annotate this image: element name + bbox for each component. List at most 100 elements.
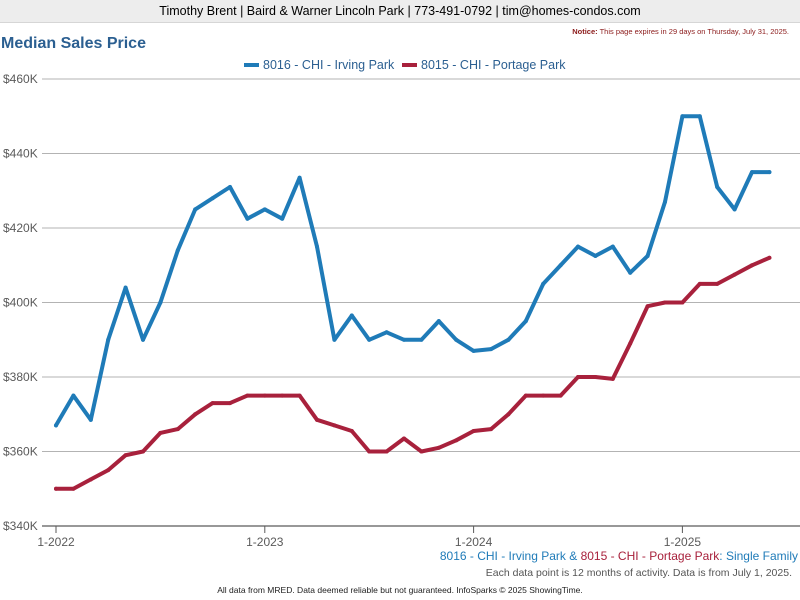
data-point-series-2[interactable] — [767, 255, 772, 260]
data-point-series-1[interactable] — [384, 330, 389, 335]
expiry-notice: Notice: This page expires in 29 days on … — [572, 27, 789, 36]
data-point-series-1[interactable] — [697, 114, 702, 119]
data-point-series-1[interactable] — [262, 207, 267, 212]
data-point-series-2[interactable] — [262, 393, 267, 398]
data-point-series-2[interactable] — [680, 300, 685, 305]
data-point-series-1[interactable] — [141, 337, 145, 342]
data-point-series-2[interactable] — [123, 453, 128, 458]
data-point-series-1[interactable] — [419, 337, 424, 342]
data-point-series-1[interactable] — [402, 337, 406, 342]
y-tick-label: $340K — [3, 519, 38, 533]
data-point-series-1[interactable] — [576, 244, 580, 249]
data-point-series-2[interactable] — [523, 393, 528, 398]
data-point-series-1[interactable] — [732, 207, 737, 212]
data-point-series-2[interactable] — [54, 486, 58, 491]
data-point-series-1[interactable] — [349, 313, 354, 318]
data-point-series-2[interactable] — [506, 412, 511, 417]
data-point-series-2[interactable] — [663, 300, 667, 305]
series-caption-1: 8016 - CHI - Irving Park — [439, 549, 566, 563]
data-point-series-1[interactable] — [715, 185, 720, 190]
data-point-series-1[interactable] — [245, 216, 250, 221]
series-caption: 8016 - CHI - Irving Park & 8015 - CHI - … — [440, 549, 798, 563]
data-point-series-2[interactable] — [315, 417, 319, 422]
data-point-series-2[interactable] — [750, 263, 754, 268]
data-point-series-2[interactable] — [454, 438, 459, 443]
data-point-series-1[interactable] — [280, 216, 285, 221]
data-point-series-1[interactable] — [663, 199, 667, 204]
data-point-series-1[interactable] — [645, 253, 650, 258]
chart-title: Median Sales Price — [1, 35, 146, 52]
data-point-series-2[interactable] — [697, 281, 702, 286]
data-point-series-1[interactable] — [489, 347, 493, 352]
data-point-series-2[interactable] — [228, 401, 232, 406]
data-point-series-1[interactable] — [593, 253, 598, 258]
notice-label: Notice: — [572, 27, 598, 36]
data-point-series-1[interactable] — [315, 244, 319, 249]
data-point-series-2[interactable] — [402, 436, 406, 441]
data-point-series-1[interactable] — [471, 348, 476, 353]
data-point-series-1[interactable] — [506, 337, 511, 342]
data-point-series-2[interactable] — [419, 449, 424, 454]
data-point-series-2[interactable] — [715, 281, 720, 286]
data-point-series-2[interactable] — [280, 393, 285, 398]
data-point-series-1[interactable] — [541, 281, 546, 286]
data-point-series-2[interactable] — [489, 427, 493, 432]
data-point-series-1[interactable] — [123, 285, 128, 290]
data-point-series-1[interactable] — [88, 417, 93, 422]
data-point-series-1[interactable] — [628, 270, 633, 275]
data-point-series-1[interactable] — [750, 170, 754, 175]
data-note: Each data point is 12 months of activity… — [485, 567, 792, 579]
data-point-series-2[interactable] — [349, 429, 354, 434]
data-point-series-2[interactable] — [732, 272, 737, 277]
data-point-series-1[interactable] — [367, 337, 372, 342]
data-point-series-2[interactable] — [88, 477, 93, 482]
data-point-series-2[interactable] — [245, 393, 250, 398]
data-point-series-2[interactable] — [541, 393, 546, 398]
data-point-series-2[interactable] — [436, 445, 441, 450]
data-point-series-2[interactable] — [332, 423, 337, 428]
data-point-series-2[interactable] — [367, 449, 372, 454]
data-point-series-2[interactable] — [384, 449, 389, 454]
data-point-series-2[interactable] — [71, 486, 76, 491]
legend-label-series-1[interactable]: 8016 - CHI - Irving Park — [263, 58, 395, 72]
data-point-series-2[interactable] — [593, 375, 598, 379]
data-point-series-1[interactable] — [680, 114, 685, 119]
data-point-series-1[interactable] — [193, 207, 198, 212]
data-point-series-1[interactable] — [228, 185, 232, 190]
data-point-series-1[interactable] — [558, 263, 563, 268]
data-point-series-2[interactable] — [158, 430, 163, 435]
data-point-series-2[interactable] — [193, 412, 198, 417]
data-point-series-1[interactable] — [158, 300, 163, 305]
data-point-series-2[interactable] — [297, 393, 302, 398]
data-point-series-2[interactable] — [645, 304, 650, 309]
data-point-series-2[interactable] — [175, 427, 180, 432]
data-point-series-2[interactable] — [141, 449, 145, 454]
data-point-series-2[interactable] — [610, 376, 615, 381]
data-point-series-1[interactable] — [436, 319, 441, 324]
grid-layer — [42, 78, 800, 527]
data-point-series-1[interactable] — [106, 337, 111, 342]
data-point-series-2[interactable] — [106, 468, 111, 473]
x-tick-label: 1-2025 — [664, 535, 702, 549]
legend-label-series-2[interactable]: 8015 - CHI - Portage Park — [421, 58, 566, 72]
data-point-series-2[interactable] — [576, 375, 580, 379]
agent-header-text: Timothy Brent | Baird & Warner Lincoln P… — [159, 4, 641, 18]
data-point-series-1[interactable] — [610, 244, 615, 249]
data-point-series-1[interactable] — [210, 196, 215, 201]
legend[interactable]: 8016 - CHI - Irving Park 8015 - CHI - Po… — [244, 58, 566, 72]
data-point-series-2[interactable] — [628, 341, 633, 346]
data-point-series-1[interactable] — [297, 175, 302, 180]
data-point-series-2[interactable] — [210, 401, 215, 406]
data-point-series-1[interactable] — [332, 337, 337, 342]
data-point-series-1[interactable] — [54, 423, 58, 428]
series-line-1[interactable] — [54, 114, 772, 428]
data-point-series-2[interactable] — [558, 393, 563, 398]
data-point-series-2[interactable] — [471, 429, 476, 434]
data-point-series-1[interactable] — [454, 337, 459, 342]
series-line-2[interactable] — [54, 255, 772, 491]
data-point-series-1[interactable] — [523, 319, 528, 324]
data-point-series-1[interactable] — [71, 393, 76, 398]
data-point-series-1[interactable] — [767, 170, 772, 175]
data-point-series-1[interactable] — [175, 248, 180, 253]
y-tick-label: $360K — [3, 445, 38, 459]
